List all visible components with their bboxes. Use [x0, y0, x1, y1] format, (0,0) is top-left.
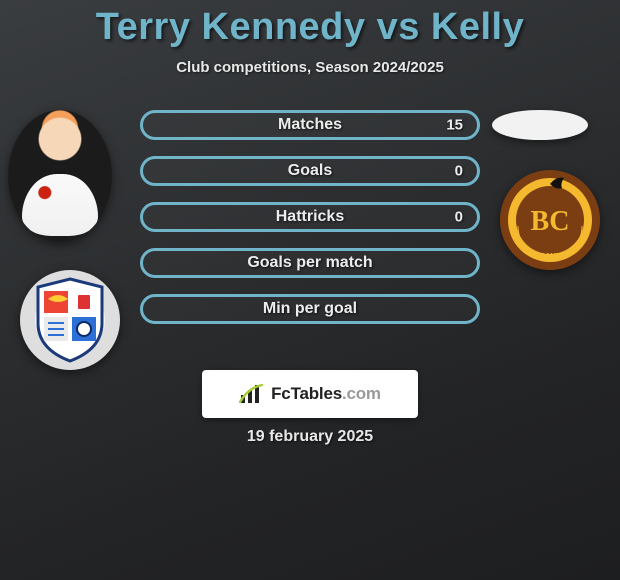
stat-pill: Matches 15: [140, 110, 480, 140]
stat-pill-list: Matches 15 Goals 0 Hattricks 0 Goals per match…: [140, 110, 480, 340]
stat-pill: Goals per match: [140, 248, 480, 278]
svg-text:BANT: BANT: [540, 253, 560, 260]
stat-value-right: 0: [455, 209, 463, 226]
season-subtitle: Club competitions, Season 2024/2025: [0, 59, 620, 76]
stat-pill: Hattricks 0: [140, 202, 480, 232]
stat-pill: Goals 0: [140, 156, 480, 186]
snapshot-date: 19 february 2025: [0, 428, 620, 446]
shield-icon: [34, 277, 106, 363]
comparison-title: Terry Kennedy vs Kelly: [0, 0, 620, 49]
player2-club-crest: BC BANT AFC: [500, 170, 600, 270]
stat-label: Goals: [288, 162, 332, 180]
svg-text:AFC: AFC: [544, 188, 557, 194]
stat-label: Matches: [278, 116, 342, 134]
player2-name: Kelly: [431, 6, 524, 48]
source-logo: FcTables.com: [202, 370, 418, 418]
vs-separator: vs: [377, 6, 420, 48]
stat-label: Min per goal: [263, 300, 357, 318]
player1-club-crest: [20, 270, 120, 370]
player2-photo-placeholder: [492, 110, 588, 140]
svg-text:BC: BC: [531, 206, 570, 237]
stat-label: Hattricks: [276, 208, 344, 226]
player1-name: Terry Kennedy: [96, 6, 366, 48]
logo-brand: FcTables: [271, 384, 342, 403]
source-logo-text: FcTables.com: [271, 384, 381, 404]
stat-value-right: 0: [455, 163, 463, 180]
club-badge-icon: BC BANT AFC: [500, 170, 600, 270]
logo-suffix: .com: [342, 384, 381, 403]
bar-chart-icon: [239, 383, 265, 405]
stat-pill: Min per goal: [140, 294, 480, 324]
stat-label: Goals per match: [247, 254, 372, 272]
player1-photo: [8, 110, 112, 242]
stat-value-right: 15: [446, 117, 463, 134]
comparison-body: BC BANT AFC Matches15Goals0Hattricks0Goa…: [0, 110, 620, 360]
